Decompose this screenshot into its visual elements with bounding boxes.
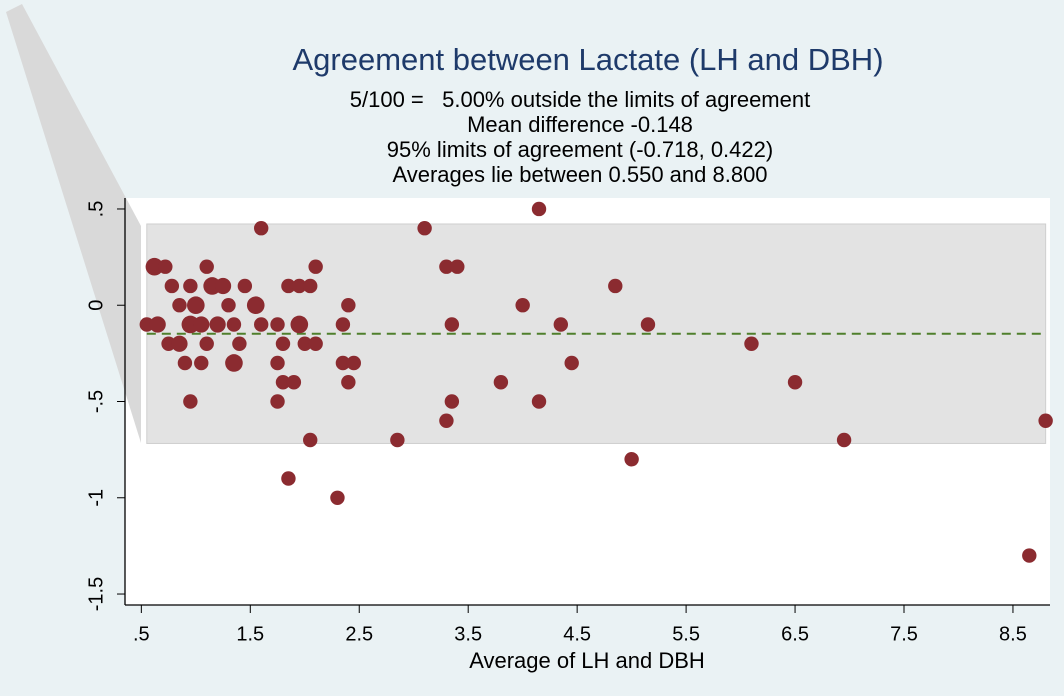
x-tick-label: 7.5 (890, 623, 918, 645)
point (297, 336, 312, 351)
point (640, 317, 656, 332)
point (303, 278, 318, 294)
x-axis-label: Average of LH and DBH (469, 648, 705, 673)
point (187, 296, 205, 315)
zoom-overlay (6, 4, 141, 443)
x-tick-label: 6.5 (781, 623, 809, 645)
point (145, 257, 164, 276)
subtitle: 5/100 = 5.00% outside the limits of agre… (350, 87, 810, 112)
point (493, 375, 509, 390)
point (531, 201, 547, 217)
x-tick-label: 2.5 (345, 623, 373, 645)
point (341, 375, 356, 390)
agreement-band (146, 223, 1047, 444)
point (308, 336, 323, 351)
point (335, 355, 351, 371)
point (177, 355, 193, 371)
point (194, 355, 209, 371)
point (270, 355, 285, 371)
point (275, 336, 291, 351)
subtitle: Mean difference -0.148 (467, 112, 693, 137)
subtitle: Averages lie between 0.550 and 8.800 (392, 162, 767, 187)
point (139, 317, 154, 332)
point (237, 278, 253, 294)
point (172, 298, 187, 313)
point (214, 277, 232, 295)
y-tick-label: -1.5 (85, 577, 107, 611)
point (330, 490, 345, 505)
point (161, 336, 176, 351)
point (275, 375, 291, 390)
point (292, 278, 307, 294)
point (1022, 548, 1037, 563)
point (531, 394, 547, 409)
point (290, 315, 309, 334)
point (281, 278, 296, 294)
point (221, 298, 236, 313)
point (341, 298, 356, 313)
point (209, 316, 226, 333)
point (608, 278, 623, 294)
x-tick-label: 1.5 (236, 623, 264, 645)
point (553, 317, 569, 332)
point (183, 278, 198, 294)
x-tick-label: 3.5 (454, 623, 482, 645)
x-tick-label: 4.5 (563, 623, 591, 645)
point (199, 336, 214, 351)
point (246, 296, 265, 315)
point (226, 317, 242, 332)
point (836, 432, 852, 448)
point (286, 375, 302, 390)
point (744, 336, 759, 351)
point (564, 355, 579, 371)
point (303, 432, 318, 448)
point (444, 317, 460, 332)
point (335, 317, 351, 332)
point (253, 221, 269, 236)
y-tick-label: .5 (85, 201, 107, 218)
x-tick-label: 8.5 (999, 623, 1027, 645)
point (624, 452, 639, 467)
point (193, 316, 210, 333)
point (253, 317, 269, 332)
x-tick-label: .5 (133, 623, 150, 645)
point (281, 471, 296, 486)
point (515, 298, 530, 313)
x-tick-label: 5.5 (672, 623, 700, 645)
point (439, 413, 454, 428)
y-tick-label: -1 (85, 489, 107, 507)
point (270, 394, 285, 409)
point (158, 259, 173, 274)
point (390, 432, 405, 448)
point (787, 375, 803, 390)
y-tick-label: -.5 (85, 390, 107, 413)
subtitle: 95% limits of agreement (-0.718, 0.422) (387, 137, 773, 162)
point (232, 336, 247, 351)
chart-title: Agreement between Lactate (LH and DBH) (292, 42, 883, 77)
point (417, 221, 432, 236)
point (346, 355, 361, 371)
point (1038, 413, 1053, 428)
point (225, 354, 243, 372)
y-tick-label: 0 (85, 300, 107, 311)
point (164, 278, 180, 294)
point (149, 316, 166, 333)
point (183, 394, 198, 409)
point (270, 317, 285, 332)
point (439, 259, 454, 274)
point (308, 259, 323, 274)
point (450, 259, 465, 274)
point (444, 394, 460, 409)
point (199, 259, 214, 274)
point (171, 335, 188, 352)
